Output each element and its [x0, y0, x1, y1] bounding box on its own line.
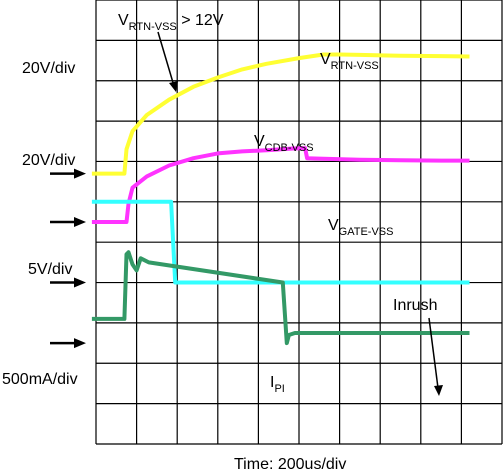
- scale-label-cdb: 20V/div: [22, 152, 75, 169]
- scale-label-rtn: 20V/div: [22, 60, 75, 77]
- inrush-annotation: Inrush: [393, 297, 437, 314]
- scale-label-current: 500mA/div: [2, 371, 78, 388]
- scale-label-gate: 5V/div: [28, 261, 72, 278]
- x-axis-label: Time: 200us/div: [234, 456, 346, 472]
